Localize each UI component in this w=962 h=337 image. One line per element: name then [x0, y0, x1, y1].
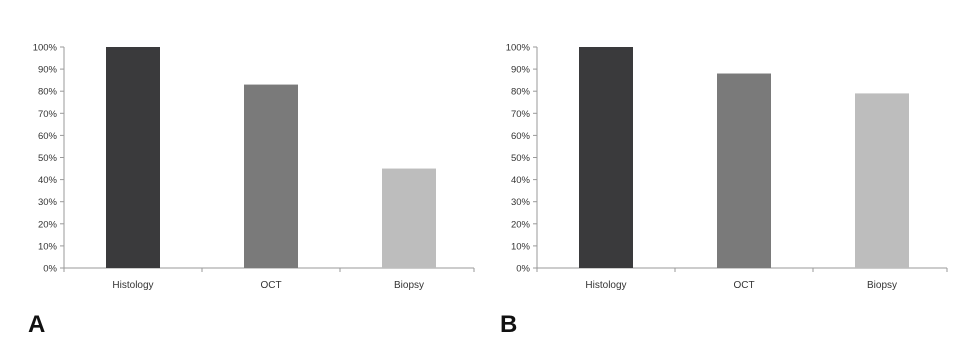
y-tick-label: 70% [38, 109, 58, 120]
y-tick-label: 80% [38, 87, 58, 98]
chart-panel-b: 0% 10% 20% 30% 40% 50% 60% 70% 80% 90% 100% Histolo… [500, 43, 948, 337]
x-category-label: Biopsy [867, 280, 897, 291]
y-tick-label: 90% [511, 65, 531, 76]
y-tick-label: 20% [511, 219, 531, 230]
bar-oct [244, 84, 298, 268]
x-category-label: Biopsy [394, 280, 424, 291]
y-tick-label: 60% [511, 131, 531, 142]
panel-label: A [28, 311, 45, 337]
x-category-label: Histology [585, 280, 626, 291]
y-tick-label: 0% [43, 264, 57, 275]
y-tick-label: 10% [38, 241, 58, 252]
y-tick-label: 100% [506, 43, 531, 54]
x-category-label: Histology [112, 280, 153, 291]
x-category-label: OCT [260, 280, 281, 291]
y-tick-label: 30% [38, 197, 58, 208]
y-tick-label: 90% [38, 65, 58, 76]
y-tick-label: 100% [33, 43, 58, 54]
y-tick-label: 60% [38, 131, 58, 142]
bar-oct [717, 73, 771, 269]
panel-label: B [500, 311, 517, 337]
y-tick-label: 50% [38, 153, 58, 164]
y-tick-label: 40% [38, 175, 58, 186]
y-tick-label: 0% [516, 264, 530, 275]
bar-biopsy [382, 168, 436, 268]
x-category-label: OCT [733, 280, 754, 291]
bar-histology [106, 47, 160, 268]
y-tick-label: 80% [511, 87, 531, 98]
y-tick-label: 70% [511, 109, 531, 120]
y-tick-label: 50% [511, 153, 531, 164]
chart-panel-a: 0% 10% 20% 30% 40% 50% 60% 70% 80% 90% 100% Histolo… [28, 43, 475, 337]
y-tick-label: 40% [511, 175, 531, 186]
y-tick-label: 30% [511, 197, 531, 208]
bar-biopsy [855, 93, 909, 268]
y-tick-label: 20% [38, 219, 58, 230]
bar-histology [579, 47, 633, 268]
y-tick-label: 10% [511, 241, 531, 252]
